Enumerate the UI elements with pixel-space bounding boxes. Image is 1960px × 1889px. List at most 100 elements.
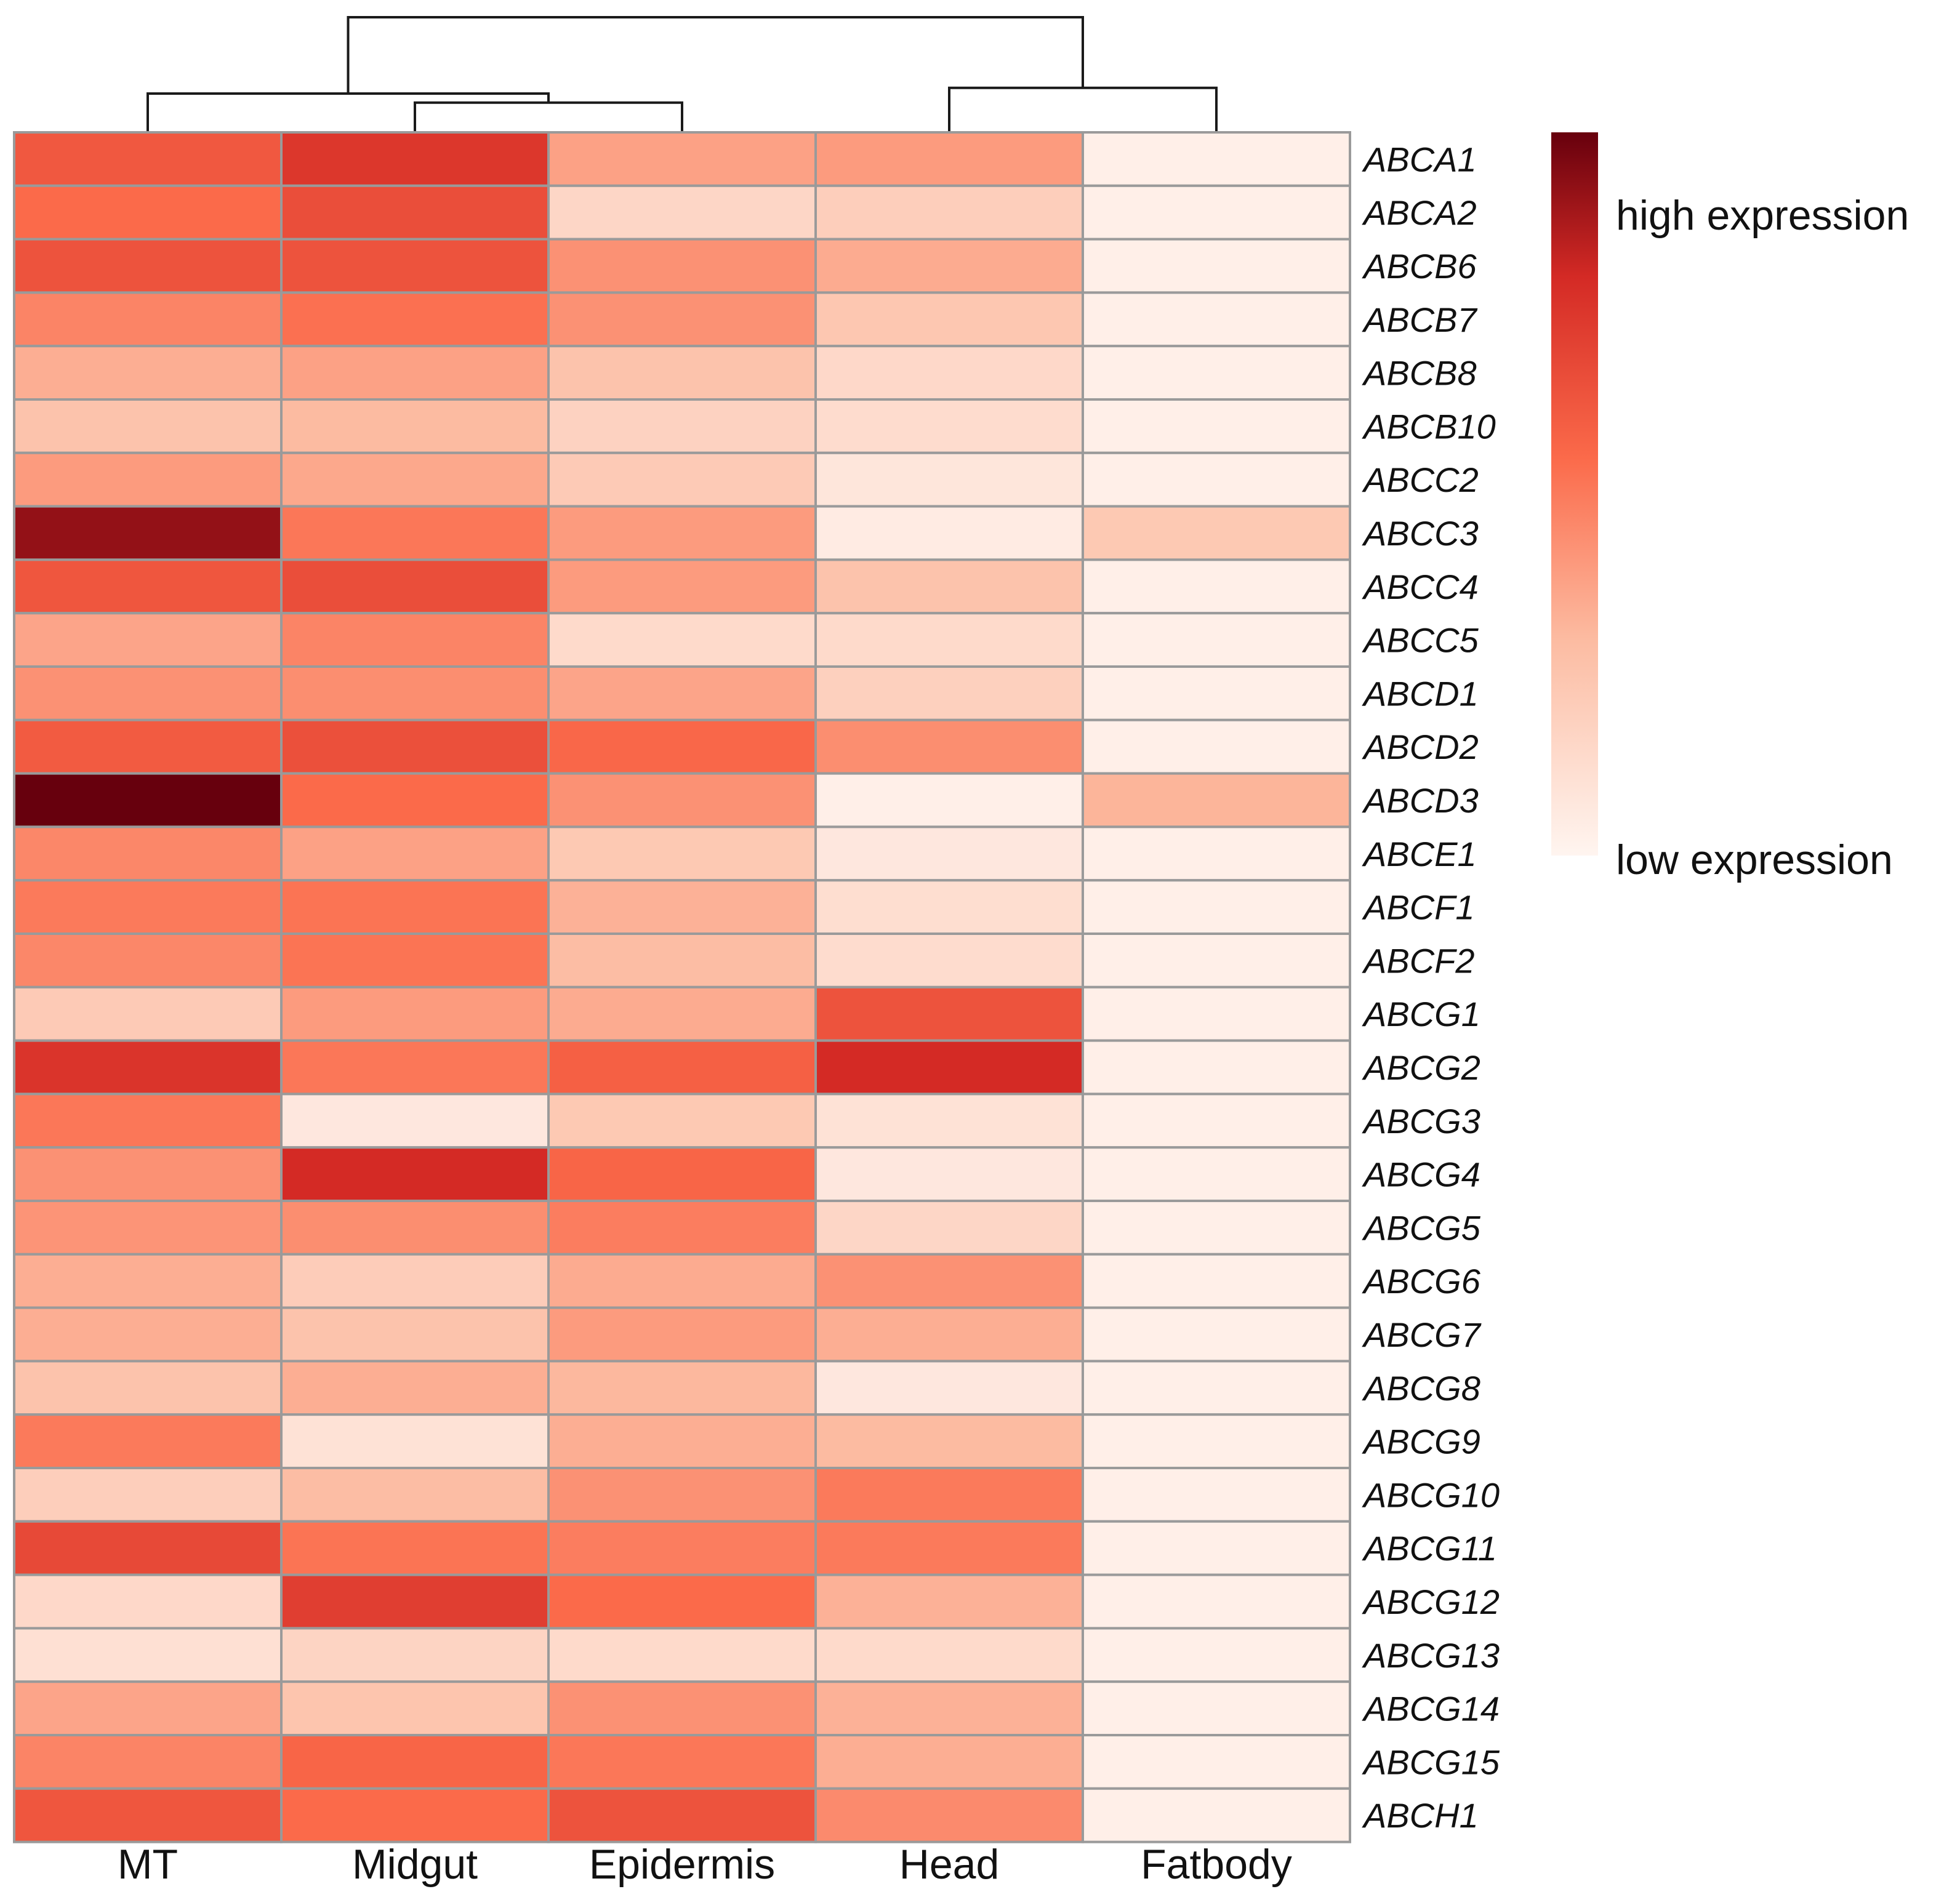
heatmap-cell-ABCA1-MT [13, 131, 283, 187]
heatmap-cell-ABCB7-Head [814, 291, 1084, 348]
row-label-ABCG14: ABCG14 [1362, 1690, 1500, 1728]
heatmap-cell-ABCG4-MT [13, 1146, 283, 1202]
heatmap-cell-ABCB10-MT [13, 398, 283, 454]
heatmap-cell-ABCG3-Midgut [280, 1093, 550, 1149]
heatmap-cell-ABCG10-Midgut [280, 1467, 550, 1523]
column-labels: MT Midgut Epidermis Head Fatbody [118, 1841, 1292, 1888]
heatmap-cell-ABCH1-Epidermis [547, 1787, 817, 1843]
heatmap-cell-ABCB10-Fatbody [1082, 398, 1351, 454]
row-labels: ABCA1 ABCA2 ABCB6 ABCB7 ABCB8 ABCB10 ABCC2 ABCC… [1362, 140, 1500, 1835]
heatmap-cell-ABCC3-MT [13, 505, 283, 561]
heatmap-cell-ABCC5-Fatbody [1082, 612, 1351, 668]
heatmap-cell-ABCF1-Head [814, 879, 1084, 935]
heatmap-cell-ABCG11-Epidermis [547, 1520, 817, 1576]
heatmap-cell-ABCE1-Epidermis [547, 825, 817, 882]
heatmap-cell-ABCG6-Fatbody [1082, 1253, 1351, 1309]
heatmap-cell-ABCD1-MT [13, 665, 283, 721]
row-label-ABCB7: ABCB7 [1362, 300, 1477, 339]
heatmap-cell-ABCG10-Fatbody [1082, 1467, 1351, 1523]
heatmap-cell-ABCG7-MT [13, 1306, 283, 1363]
heatmap-cell-ABCG14-Midgut [280, 1680, 550, 1736]
heatmap-cells [13, 131, 1351, 1843]
heatmap-cell-ABCG1-MT [13, 985, 283, 1042]
heatmap-cell-ABCA2-Epidermis [547, 184, 817, 241]
row-label-ABCC3: ABCC3 [1362, 514, 1479, 553]
heatmap-cell-ABCE1-Fatbody [1082, 825, 1351, 882]
heatmap-cell-ABCG6-Head [814, 1253, 1084, 1309]
heatmap-cell-ABCF2-Fatbody [1082, 932, 1351, 989]
dendrogram-branch-4 [347, 16, 1084, 94]
heatmap-cell-ABCB6-Epidermis [547, 238, 817, 294]
heatmap-cell-ABCA1-Fatbody [1082, 131, 1351, 187]
heatmap-cell-ABCG7-Epidermis [547, 1306, 817, 1363]
heatmap-cell-ABCE1-Midgut [280, 825, 550, 882]
heatmap-cell-ABCB10-Epidermis [547, 398, 817, 454]
heatmap-cell-ABCG3-Epidermis [547, 1093, 817, 1149]
heatmap-cell-ABCG12-Midgut [280, 1573, 550, 1630]
heatmap-cell-ABCD3-Head [814, 772, 1084, 828]
row-label-ABCB10: ABCB10 [1362, 407, 1496, 446]
heatmap-cell-ABCG8-MT [13, 1360, 283, 1416]
heatmap-cell-ABCG5-Fatbody [1082, 1200, 1351, 1256]
heatmap-cell-ABCG12-Epidermis [547, 1573, 817, 1630]
heatmap-cell-ABCG9-Fatbody [1082, 1413, 1351, 1469]
column-dendrogram [147, 16, 1218, 131]
row-label-ABCB6: ABCB6 [1362, 247, 1477, 286]
heatmap-cell-ABCG15-Head [814, 1734, 1084, 1790]
row-label-ABCC4: ABCC4 [1362, 568, 1479, 606]
heatmap-cell-ABCC4-MT [13, 558, 283, 615]
heatmap-cell-ABCB7-Fatbody [1082, 291, 1351, 348]
row-label-ABCG13: ABCG13 [1362, 1636, 1500, 1675]
heatmap-cell-ABCG7-Fatbody [1082, 1306, 1351, 1363]
heatmap-cell-ABCG1-Fatbody [1082, 985, 1351, 1042]
heatmap-cell-ABCG10-Head [814, 1467, 1084, 1523]
heatmap-cell-ABCB8-Midgut [280, 345, 550, 401]
column-label-Epidermis: Epidermis [589, 1841, 775, 1888]
row-label-ABCH1: ABCH1 [1362, 1796, 1479, 1835]
heatmap-cell-ABCF2-MT [13, 932, 283, 989]
heatmap-cell-ABCF1-Fatbody [1082, 879, 1351, 935]
heatmap-cell-ABCG14-Epidermis [547, 1680, 817, 1736]
row-label-ABCG4: ABCG4 [1362, 1155, 1480, 1194]
dendrogram-branch-1 [414, 101, 683, 131]
heatmap-cell-ABCA2-Midgut [280, 184, 550, 241]
row-label-ABCA1: ABCA1 [1362, 140, 1477, 178]
heatmap-cell-ABCG7-Midgut [280, 1306, 550, 1363]
heatmap-cell-ABCG14-MT [13, 1680, 283, 1736]
heatmap-cell-ABCC2-Head [814, 451, 1084, 508]
heatmap-cell-ABCD3-Epidermis [547, 772, 817, 828]
heatmap-cell-ABCC5-Midgut [280, 612, 550, 668]
heatmap-cell-ABCF1-Midgut [280, 879, 550, 935]
heatmap-cell-ABCG11-Midgut [280, 1520, 550, 1576]
heatmap-cell-ABCC5-Epidermis [547, 612, 817, 668]
heatmap-cell-ABCB10-Midgut [280, 398, 550, 454]
heatmap-cell-ABCG4-Fatbody [1082, 1146, 1351, 1202]
heatmap-cell-ABCC4-Midgut [280, 558, 550, 615]
column-label-Head: Head [899, 1841, 1000, 1888]
row-label-ABCG15: ABCG15 [1362, 1743, 1500, 1781]
heatmap-cell-ABCH1-MT [13, 1787, 283, 1843]
heatmap-cell-ABCD1-Midgut [280, 665, 550, 721]
row-label-ABCG11: ABCG11 [1362, 1529, 1497, 1568]
heatmap-cell-ABCG3-Head [814, 1093, 1084, 1149]
heatmap-cell-ABCD2-MT [13, 718, 283, 775]
heatmap-cell-ABCD3-Fatbody [1082, 772, 1351, 828]
row-label-ABCG10: ABCG10 [1362, 1475, 1500, 1514]
heatmap-cell-ABCG9-Midgut [280, 1413, 550, 1469]
heatmap-cell-ABCF1-MT [13, 879, 283, 935]
heatmap-cell-ABCE1-Head [814, 825, 1084, 882]
row-label-ABCC2: ABCC2 [1362, 460, 1479, 499]
row-label-ABCG3: ABCG3 [1362, 1102, 1480, 1141]
heatmap-cell-ABCD3-Midgut [280, 772, 550, 828]
heatmap-cell-ABCG4-Midgut [280, 1146, 550, 1202]
heatmap-cell-ABCG8-Midgut [280, 1360, 550, 1416]
heatmap-cell-ABCE1-MT [13, 825, 283, 882]
heatmap-cell-ABCH1-Head [814, 1787, 1084, 1843]
heatmap-cell-ABCF1-Epidermis [547, 879, 817, 935]
color-legend: high expression low expression [1551, 132, 1909, 883]
heatmap-cell-ABCG4-Head [814, 1146, 1084, 1202]
heatmap-cell-ABCD1-Epidermis [547, 665, 817, 721]
heatmap-cell-ABCG10-Epidermis [547, 1467, 817, 1523]
row-label-ABCD2: ABCD2 [1362, 728, 1479, 766]
